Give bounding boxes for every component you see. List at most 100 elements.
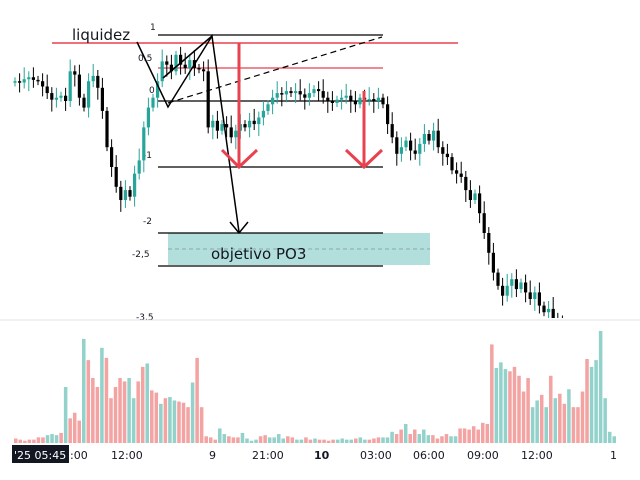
candle bbox=[441, 141, 445, 166]
candle-body bbox=[188, 60, 192, 68]
volume-bar bbox=[308, 439, 313, 443]
volume-bar bbox=[168, 397, 172, 443]
volume-bar bbox=[503, 369, 508, 443]
volume-bar bbox=[159, 403, 163, 443]
candle bbox=[422, 124, 426, 152]
candle bbox=[367, 87, 371, 106]
volume-bar bbox=[286, 436, 290, 443]
volume-bar bbox=[218, 428, 222, 443]
candle bbox=[211, 114, 215, 140]
volume-bar bbox=[512, 366, 517, 443]
volume-bar bbox=[372, 438, 376, 443]
candle-body bbox=[482, 213, 486, 233]
volume-bar bbox=[113, 387, 118, 443]
candle-body bbox=[344, 95, 348, 98]
candle bbox=[114, 155, 118, 193]
candle bbox=[73, 65, 77, 87]
candle bbox=[478, 185, 482, 224]
volume-bar bbox=[467, 429, 471, 443]
candle bbox=[183, 52, 187, 74]
fib-label: 0 bbox=[149, 86, 155, 96]
volume-bar bbox=[163, 398, 168, 443]
volume-bar bbox=[199, 407, 204, 443]
candle-body bbox=[105, 110, 109, 148]
volume-bar bbox=[567, 389, 571, 443]
candle-body bbox=[50, 93, 54, 100]
volume-bar bbox=[408, 434, 412, 443]
candle bbox=[514, 269, 518, 298]
candle bbox=[220, 120, 224, 135]
volume-bar bbox=[471, 426, 476, 443]
candle-body bbox=[349, 95, 353, 101]
volume-bar bbox=[95, 387, 100, 443]
candle bbox=[436, 118, 440, 154]
volume-bar bbox=[77, 420, 82, 443]
candle-body bbox=[427, 134, 431, 141]
volume-bar bbox=[304, 437, 308, 443]
volume-bar bbox=[295, 439, 299, 443]
candle-body bbox=[330, 101, 334, 103]
candle bbox=[312, 85, 316, 98]
candle bbox=[510, 273, 514, 298]
candle bbox=[284, 81, 288, 103]
volume-bar bbox=[317, 439, 322, 443]
volume-bar bbox=[544, 407, 548, 443]
candle-body bbox=[510, 279, 514, 286]
candle-body bbox=[317, 89, 321, 92]
candle bbox=[413, 138, 417, 160]
candle-body bbox=[73, 71, 77, 75]
volume-bar bbox=[272, 437, 276, 443]
candle-body bbox=[82, 97, 86, 108]
candle bbox=[165, 55, 169, 77]
volume-bar bbox=[476, 429, 480, 443]
candle bbox=[496, 268, 500, 290]
candle-body bbox=[151, 97, 155, 108]
candle bbox=[344, 83, 348, 104]
candle-body bbox=[533, 292, 537, 299]
candle-body bbox=[441, 147, 445, 154]
volume-bar bbox=[54, 435, 59, 443]
target-label: objetivo PO3 bbox=[211, 245, 306, 263]
candle-body bbox=[353, 101, 357, 105]
volume-bar bbox=[335, 439, 340, 443]
volume-bar bbox=[322, 439, 326, 443]
candle-body bbox=[114, 167, 118, 187]
candle-body bbox=[36, 79, 40, 82]
volume-bar bbox=[576, 407, 580, 443]
candle-body bbox=[123, 190, 127, 200]
volume-bar bbox=[535, 400, 539, 443]
candle bbox=[561, 315, 563, 318]
volume-bar bbox=[299, 439, 304, 443]
candle-body bbox=[473, 193, 477, 200]
candle-body bbox=[41, 81, 45, 87]
candle-body bbox=[381, 97, 385, 105]
candle bbox=[142, 121, 146, 173]
volume-bar bbox=[122, 381, 127, 443]
candle bbox=[321, 79, 325, 104]
candle bbox=[294, 83, 298, 103]
candle-body bbox=[501, 285, 505, 296]
candle-body bbox=[372, 99, 376, 101]
volume-bar bbox=[109, 398, 113, 443]
volume-bar bbox=[313, 438, 317, 443]
volume-bar bbox=[449, 436, 453, 443]
candle bbox=[432, 122, 436, 151]
candle bbox=[404, 136, 408, 152]
volume-bar bbox=[100, 347, 104, 443]
time-axis[interactable]: :00 12:00 9 21:00 10 03:00 06:00 09:00 1… bbox=[12, 445, 617, 463]
candle-body bbox=[537, 292, 541, 306]
candle-body bbox=[18, 81, 22, 83]
candle bbox=[225, 116, 229, 138]
volume-bar bbox=[231, 437, 236, 443]
candle bbox=[197, 64, 201, 74]
candle bbox=[13, 77, 17, 87]
candle-body bbox=[514, 279, 518, 290]
candle-body bbox=[294, 91, 298, 94]
candle-body bbox=[284, 91, 288, 95]
candle bbox=[395, 131, 399, 166]
candle-body bbox=[340, 97, 344, 100]
candle-body bbox=[524, 282, 528, 293]
candle bbox=[450, 153, 454, 175]
x-tick: 21:00 bbox=[252, 449, 284, 462]
